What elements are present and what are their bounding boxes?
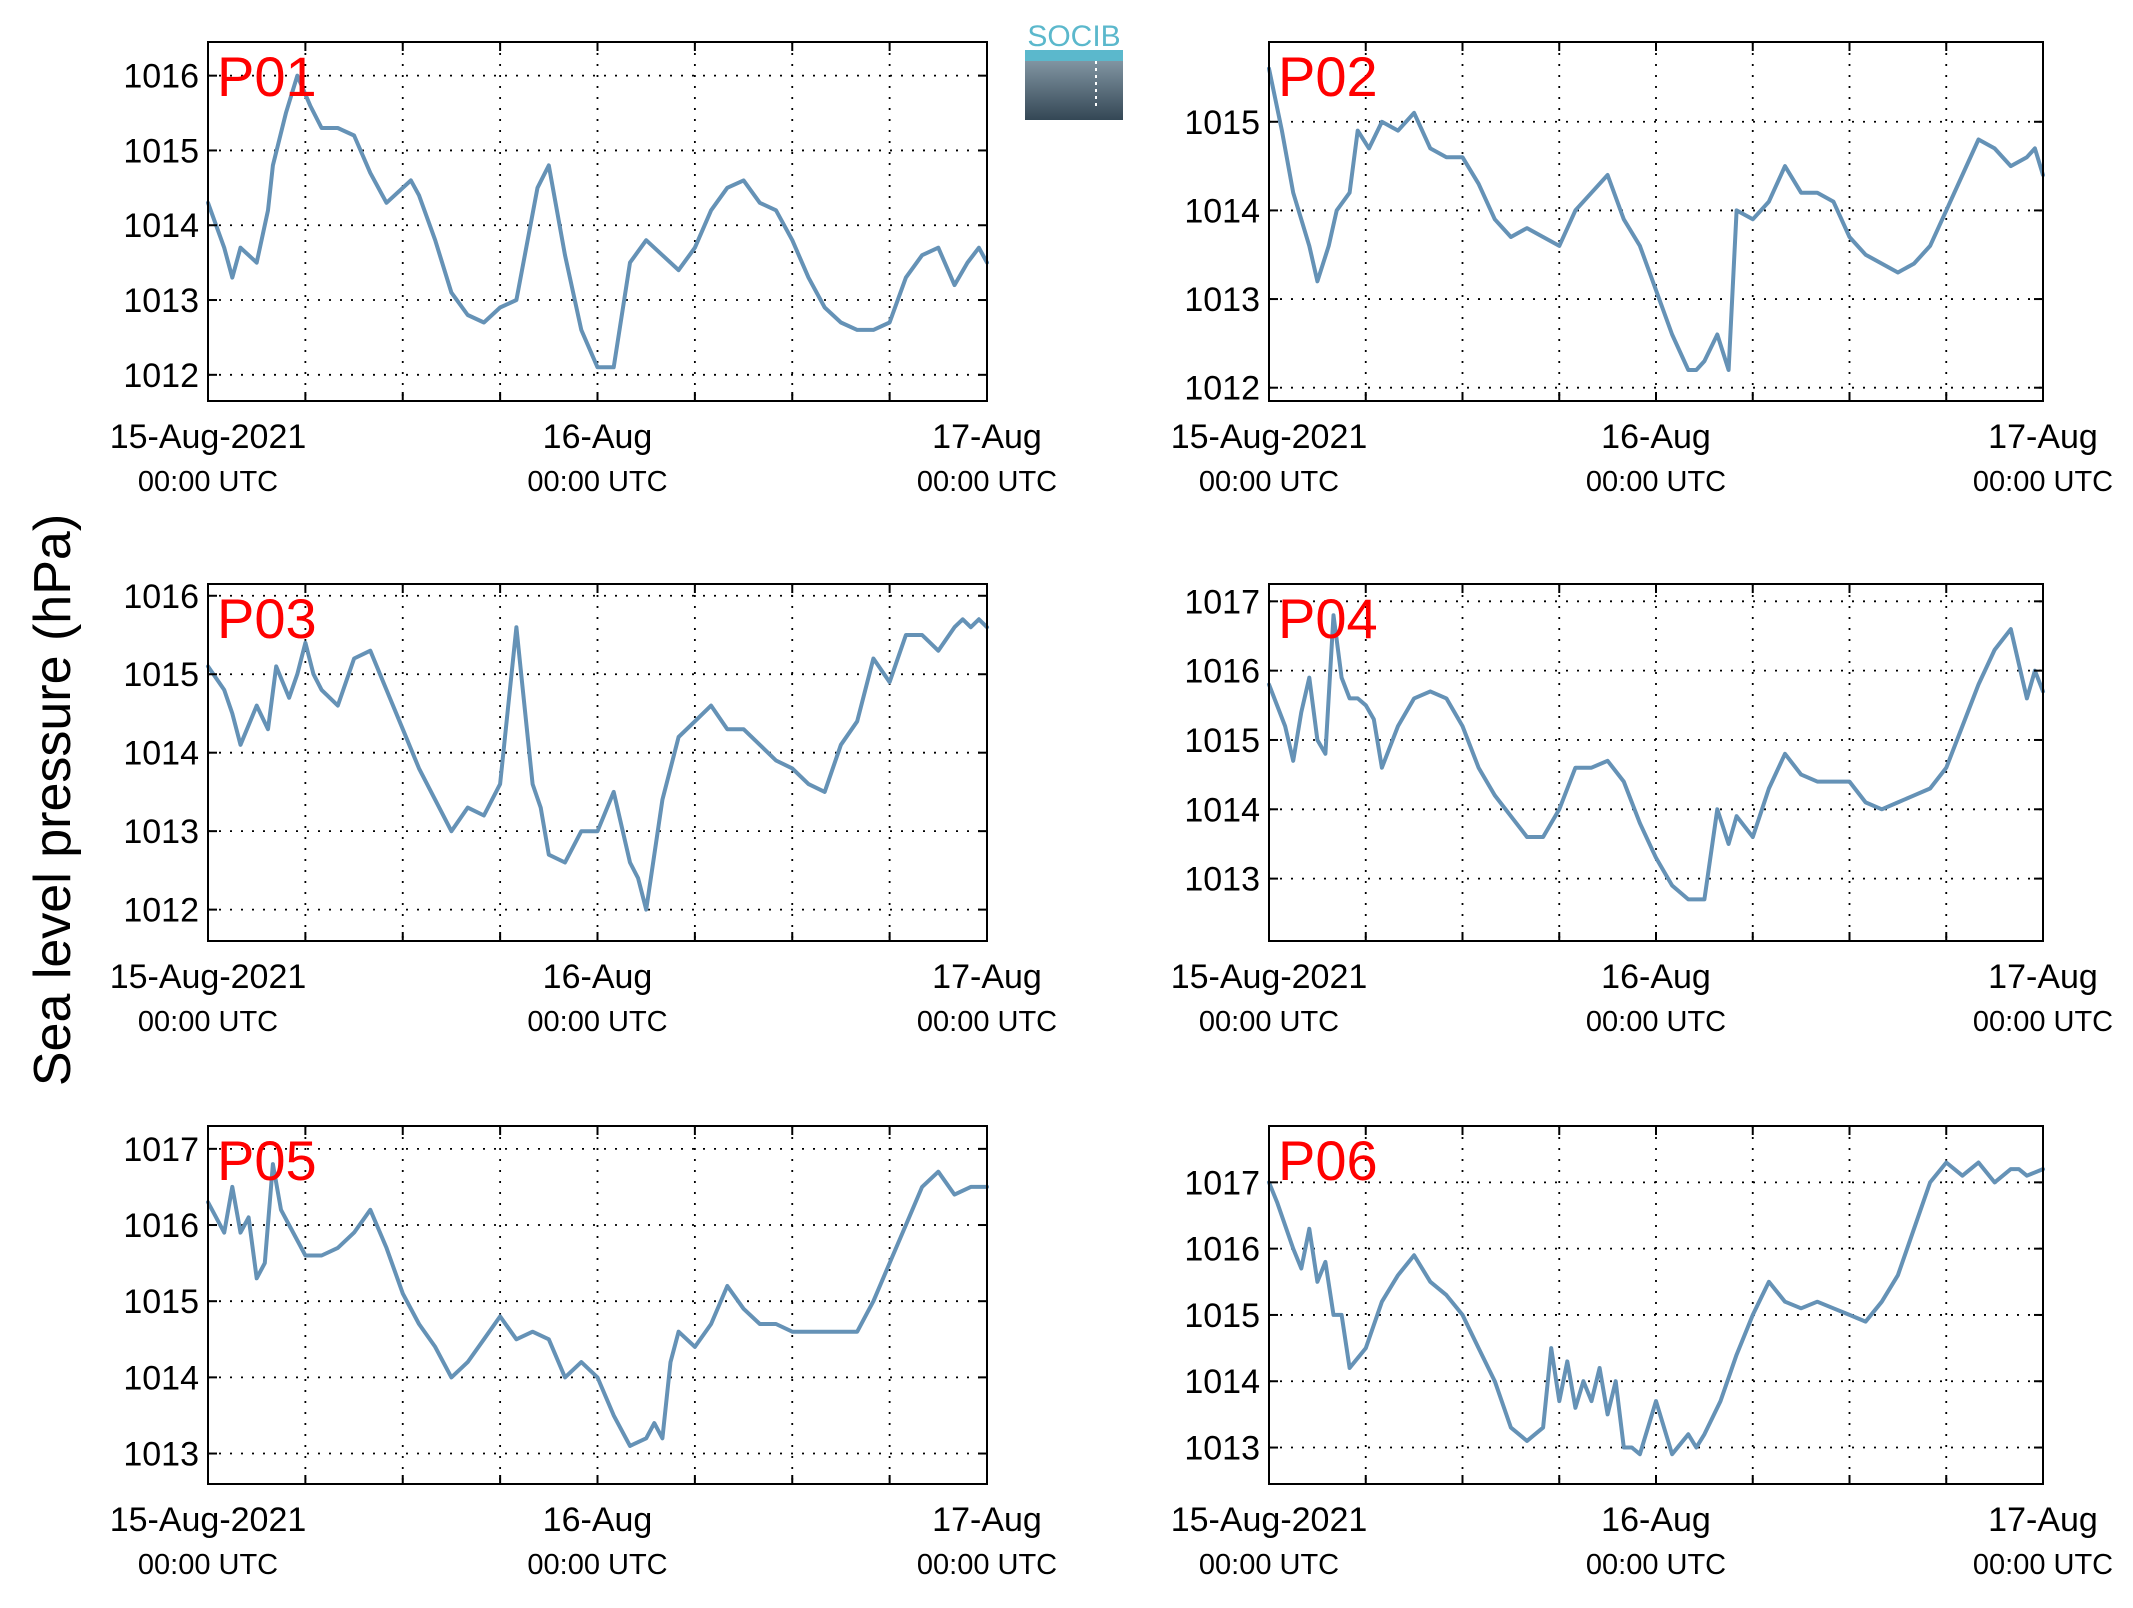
y-tick-label: 1013 (1184, 1430, 1260, 1468)
y-tick-label: 1016 (1184, 1231, 1260, 1269)
y-tick-label: 1014 (1184, 791, 1260, 829)
x-tick-label-date: 16-Aug (543, 1501, 653, 1539)
y-tick-label: 1015 (1184, 104, 1260, 142)
x-tick-label-date: 15-Aug-2021 (110, 1501, 307, 1539)
x-tick-label-date: 15-Aug-2021 (110, 958, 307, 996)
y-axis-label: Sea level pressure (hPa) (24, 514, 82, 1086)
y-tick-label: 1013 (123, 282, 199, 320)
plot-area (208, 42, 987, 401)
y-tick-label: 1016 (123, 1207, 199, 1245)
x-tick-label-date: 17-Aug (932, 958, 1042, 996)
socib-logo: SOCIB (1025, 20, 1123, 120)
y-tick-label: 1015 (1184, 1297, 1260, 1335)
x-tick-label-date: 15-Aug-2021 (1171, 1501, 1368, 1539)
y-tick-label: 1016 (1184, 653, 1260, 691)
x-tick-label-date: 17-Aug (1988, 1501, 2098, 1539)
chart-panel-p05: 1013 1014 1015 1016 1017 15-Aug-2021 00:00 UTC… (110, 1125, 1057, 1581)
y-tick-label: 1017 (1184, 1164, 1260, 1202)
x-tick-label-time: 00:00 UTC (138, 1006, 278, 1038)
y-tick-label: 1014 (123, 207, 199, 245)
x-tick-label-time: 00:00 UTC (1973, 1549, 2113, 1581)
series-line (1267, 613, 2045, 902)
x-tick-label-date: 17-Aug (1988, 418, 2098, 456)
x-tick-label-time: 00:00 UTC (1973, 466, 2113, 498)
x-tick-label-time: 00:00 UTC (1973, 1006, 2113, 1038)
x-tick-label-date: 15-Aug-2021 (1171, 958, 1368, 996)
chart-panel-p03: 1012 1013 1014 1015 1016 15-Aug-2021 00:00 UTC… (110, 578, 1057, 1038)
y-tick-label: 1013 (1184, 861, 1260, 899)
x-tick-label-time: 00:00 UTC (917, 1549, 1057, 1581)
y-tick-label: 1014 (123, 1359, 199, 1397)
x-tick-label-date: 17-Aug (932, 418, 1042, 456)
x-tick-label-date: 15-Aug-2021 (1171, 418, 1368, 456)
series-line (1267, 1160, 2045, 1457)
y-tick-label: 1017 (123, 1131, 199, 1169)
x-tick-label-date: 16-Aug (1601, 1501, 1711, 1539)
plot-area (208, 584, 987, 941)
x-tick-label-date: 16-Aug (1601, 958, 1711, 996)
x-tick-label-time: 00:00 UTC (527, 1549, 667, 1581)
plot-area (1269, 42, 2043, 401)
x-tick-label-time: 00:00 UTC (1586, 1549, 1726, 1581)
y-tick-label: 1014 (123, 735, 199, 773)
y-tick-label: 1015 (1184, 722, 1260, 760)
y-tick-label: 1013 (123, 813, 199, 851)
y-tick-label: 1015 (123, 132, 199, 170)
panel-label: P02 (1278, 45, 1378, 108)
y-tick-label: 1012 (123, 892, 199, 930)
x-tick-label-time: 00:00 UTC (1586, 466, 1726, 498)
socib-logo-band (1025, 50, 1123, 61)
chart-panel-p04: 1013 1014 1015 1016 1017 15-Aug-2021 00:00 UTC… (1171, 583, 2113, 1038)
series-line (206, 1162, 989, 1448)
x-tick-label-time: 00:00 UTC (138, 466, 278, 498)
x-tick-label-date: 16-Aug (543, 958, 653, 996)
panel-label: P03 (217, 587, 317, 650)
x-tick-label-date: 16-Aug (543, 418, 653, 456)
y-tick-label: 1013 (123, 1436, 199, 1474)
series-line (206, 617, 989, 912)
x-tick-label-date: 17-Aug (932, 1501, 1042, 1539)
chart-panel-p06: 1013 1014 1015 1016 1017 15-Aug-2021 00:00 UTC… (1171, 1125, 2113, 1581)
chart-panel-p01: 1012 1013 1014 1015 1016 15-Aug-2021 00:00 UTC… (110, 41, 1057, 498)
y-tick-label: 1014 (1184, 192, 1260, 230)
x-tick-label-time: 00:00 UTC (917, 466, 1057, 498)
x-tick-label-time: 00:00 UTC (1199, 1549, 1339, 1581)
panel-label: P05 (217, 1129, 317, 1192)
y-tick-label: 1012 (123, 357, 199, 395)
panel-label: P04 (1278, 587, 1378, 650)
y-tick-label: 1012 (1184, 370, 1260, 408)
x-tick-label-date: 16-Aug (1601, 418, 1711, 456)
y-tick-label: 1013 (1184, 281, 1260, 319)
x-tick-label-time: 00:00 UTC (527, 466, 667, 498)
x-tick-label-date: 15-Aug-2021 (110, 418, 307, 456)
panel-label: P01 (217, 45, 317, 108)
chart-panels: 1012 1013 1014 1015 1016 15-Aug-2021 00:00 UTC… (110, 41, 2113, 1581)
y-tick-label: 1014 (1184, 1363, 1260, 1401)
y-tick-label: 1016 (123, 578, 199, 616)
series-line (206, 73, 989, 370)
x-tick-label-time: 00:00 UTC (138, 1549, 278, 1581)
chart-panel-p02: 1012 1013 1014 1015 15-Aug-2021 00:00 UTC 16-A… (1171, 41, 2113, 498)
x-tick-label-date: 17-Aug (1988, 958, 2098, 996)
x-tick-label-time: 00:00 UTC (1199, 1006, 1339, 1038)
y-tick-label: 1015 (123, 1283, 199, 1321)
x-tick-label-time: 00:00 UTC (1586, 1006, 1726, 1038)
socib-logo-text: SOCIB (1027, 20, 1120, 53)
x-tick-label-time: 00:00 UTC (527, 1006, 667, 1038)
y-tick-label: 1017 (1184, 583, 1260, 621)
x-tick-label-time: 00:00 UTC (1199, 466, 1339, 498)
series-line (1267, 66, 2045, 372)
y-tick-label: 1015 (123, 656, 199, 694)
x-tick-label-time: 00:00 UTC (917, 1006, 1057, 1038)
plot-area (1269, 1126, 2043, 1484)
socib-logo-block (1025, 50, 1123, 120)
panel-label: P06 (1278, 1129, 1378, 1192)
y-tick-label: 1016 (123, 58, 199, 96)
